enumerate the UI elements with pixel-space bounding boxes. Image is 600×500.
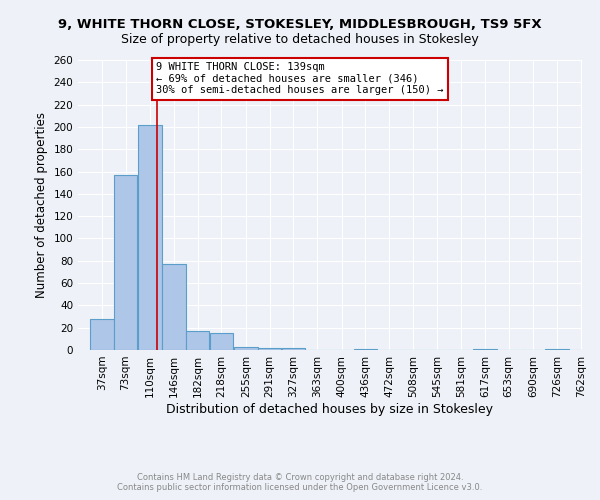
Y-axis label: Number of detached properties: Number of detached properties <box>35 112 48 298</box>
Bar <box>234 346 257 350</box>
Bar <box>90 319 113 350</box>
Bar <box>209 334 233 350</box>
Text: 9 WHITE THORN CLOSE: 139sqm
← 69% of detached houses are smaller (346)
30% of se: 9 WHITE THORN CLOSE: 139sqm ← 69% of det… <box>156 62 443 96</box>
Bar <box>353 349 377 350</box>
Text: Size of property relative to detached houses in Stokesley: Size of property relative to detached ho… <box>121 32 479 46</box>
Text: Contains HM Land Registry data © Crown copyright and database right 2024.
Contai: Contains HM Land Registry data © Crown c… <box>118 473 482 492</box>
Bar <box>162 264 185 350</box>
X-axis label: Distribution of detached houses by size in Stokesley: Distribution of detached houses by size … <box>167 402 493 415</box>
Bar <box>138 124 162 350</box>
Bar <box>258 348 281 350</box>
Bar <box>473 349 497 350</box>
Text: 9, WHITE THORN CLOSE, STOKESLEY, MIDDLESBROUGH, TS9 5FX: 9, WHITE THORN CLOSE, STOKESLEY, MIDDLES… <box>58 18 542 30</box>
Bar <box>186 331 209 350</box>
Bar <box>545 349 569 350</box>
Bar <box>114 175 137 350</box>
Bar <box>281 348 305 350</box>
